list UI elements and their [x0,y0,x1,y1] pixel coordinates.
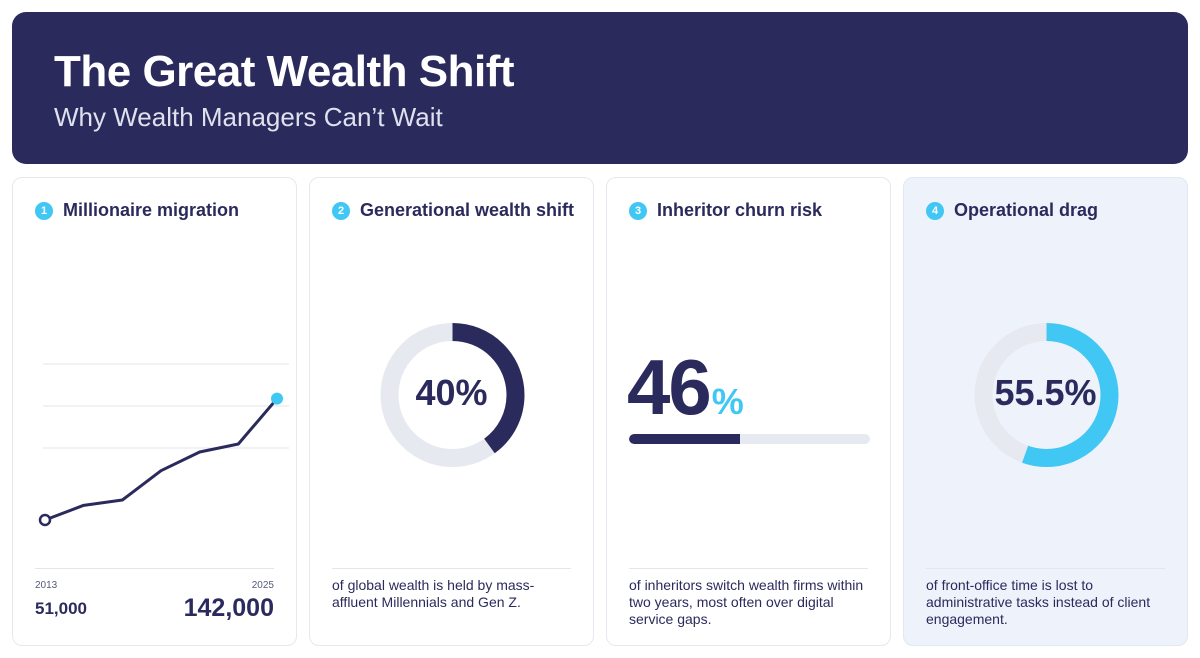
divider [629,568,868,569]
card-header: 3 Inheritor churn risk [629,200,822,221]
card-millionaire-migration: 1 Millionaire migration 2013 2025 51,000… [12,177,297,646]
series-line [43,397,279,522]
progress-track [629,434,870,444]
start-year-label: 2013 [35,580,58,591]
donut-segment [380,323,525,467]
card-title: Generational wealth shift [360,200,575,220]
card-description: of front-office time is lost to administ… [926,577,1151,627]
donut-chart [380,323,525,467]
line-chart [38,363,289,527]
page-subtitle: Why Wealth Managers Can’t Wait [54,102,443,132]
progress-fill [629,434,740,444]
start-point [38,513,52,527]
donut-segment [974,323,1119,467]
number-badge: 4 [926,201,944,220]
number-badge: 2 [332,201,350,220]
end-year-label: 2025 [251,580,274,591]
card-header: 4 Operational drag [926,200,1098,221]
card-inheritor-churn-risk: 3 Inheritor churn risk 46% of inheritors… [606,177,891,646]
card-title: Millionaire migration [63,200,240,220]
stat-number: 46 [627,343,712,431]
card-generational-wealth-shift: 2 Generational wealth shift 40% of globa… [309,177,594,646]
header-banner: The Great Wealth Shift Why Wealth Manage… [12,12,1188,164]
divider [35,568,274,569]
card-header: 1 Millionaire migration [35,200,239,221]
donut-chart [974,323,1119,467]
donut-value-label: 40% [415,372,488,413]
page-title: The Great Wealth Shift [54,47,515,96]
card-title: Operational drag [954,200,1099,220]
stat-unit: % [711,381,744,422]
card-operational-drag: 4 Operational drag 55.5% of front-office… [903,177,1188,646]
start-value: 51,000 [35,599,87,618]
donut-value-label: 55.5% [994,372,1097,413]
card-title: Inheritor churn risk [657,200,823,220]
number-badge: 3 [629,201,647,220]
divider [332,568,571,569]
end-value: 142,000 [183,594,274,622]
number-badge: 1 [35,201,53,220]
end-point [271,392,283,405]
card-description: of inheritors switch wealth firms within… [629,577,864,627]
big-stat: 46% [627,348,744,426]
card-description: of global wealth is held by mass-affluen… [332,577,535,610]
card-header: 2 Generational wealth shift [332,200,574,221]
divider [926,568,1165,569]
